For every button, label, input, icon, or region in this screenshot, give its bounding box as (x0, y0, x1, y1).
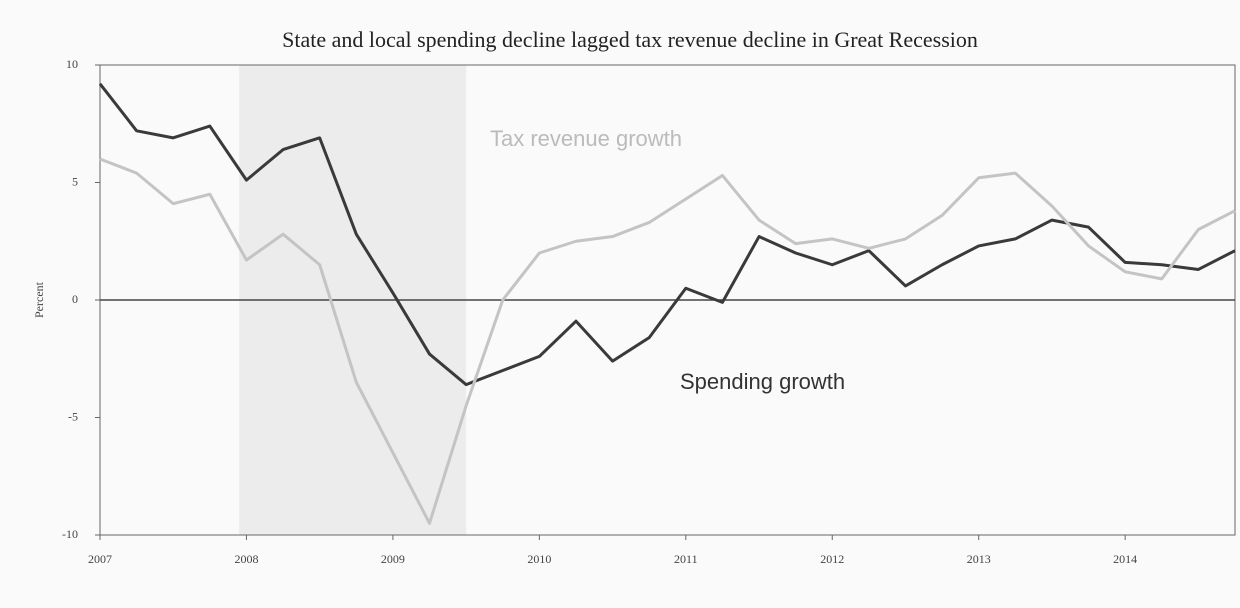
chart-title: State and local spending decline lagged … (282, 27, 978, 52)
x-tick-label: 2012 (820, 552, 844, 566)
x-tick-label: 2009 (381, 552, 405, 566)
x-tick-label: 2013 (967, 552, 991, 566)
y-tick-label: -5 (68, 409, 78, 423)
x-tick-label: 2008 (234, 552, 258, 566)
x-tick-label: 2011 (674, 552, 698, 566)
y-tick-label: 10 (66, 57, 78, 71)
y-axis-label: Percent (32, 281, 46, 318)
y-tick-label: 5 (72, 174, 78, 188)
x-tick-label: 2010 (527, 552, 551, 566)
x-tick-label: 2007 (88, 552, 112, 566)
annotation: Tax revenue growth (490, 126, 682, 151)
series-line (98, 82, 1236, 387)
y-tick-label: 0 (72, 292, 78, 306)
annotation: Spending growth (680, 369, 845, 394)
series-line (99, 157, 1236, 525)
y-tick-label: -10 (62, 527, 78, 541)
x-tick-label: 2014 (1113, 552, 1137, 566)
